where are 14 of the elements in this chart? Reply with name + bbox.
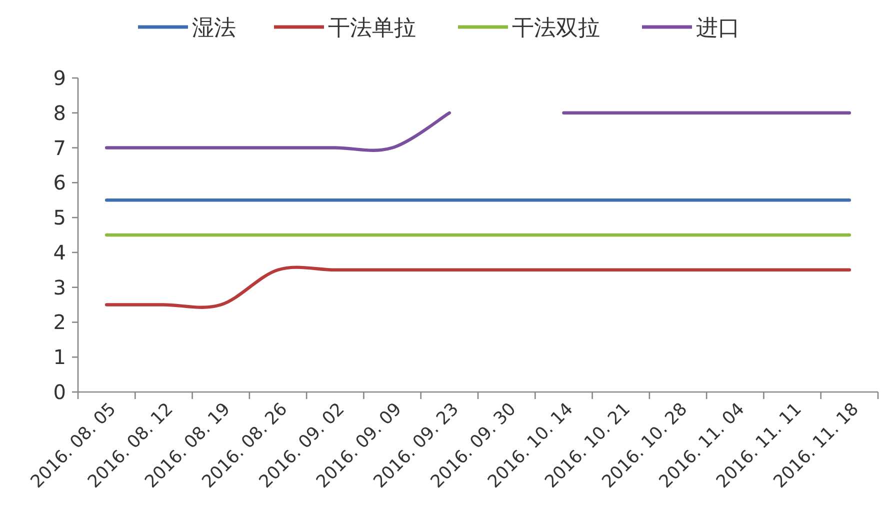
legend-label: 湿法 [192, 15, 236, 40]
y-tick-label: 2 [53, 310, 66, 334]
y-tick-label: 9 [53, 66, 66, 90]
y-tick-label: 6 [53, 170, 66, 195]
legend-label: 进口 [696, 15, 740, 40]
y-tick-label: 7 [53, 136, 66, 160]
y-tick-label: 0 [53, 380, 66, 404]
y-tick-label: 3 [53, 275, 66, 300]
y-tick-label: 4 [53, 240, 66, 264]
y-tick-label: 8 [53, 100, 66, 125]
y-tick-label: 5 [53, 206, 66, 230]
legend-label: 干法双拉 [512, 15, 600, 40]
y-tick-label: 1 [53, 345, 66, 370]
legend-label: 干法单拉 [328, 15, 416, 40]
